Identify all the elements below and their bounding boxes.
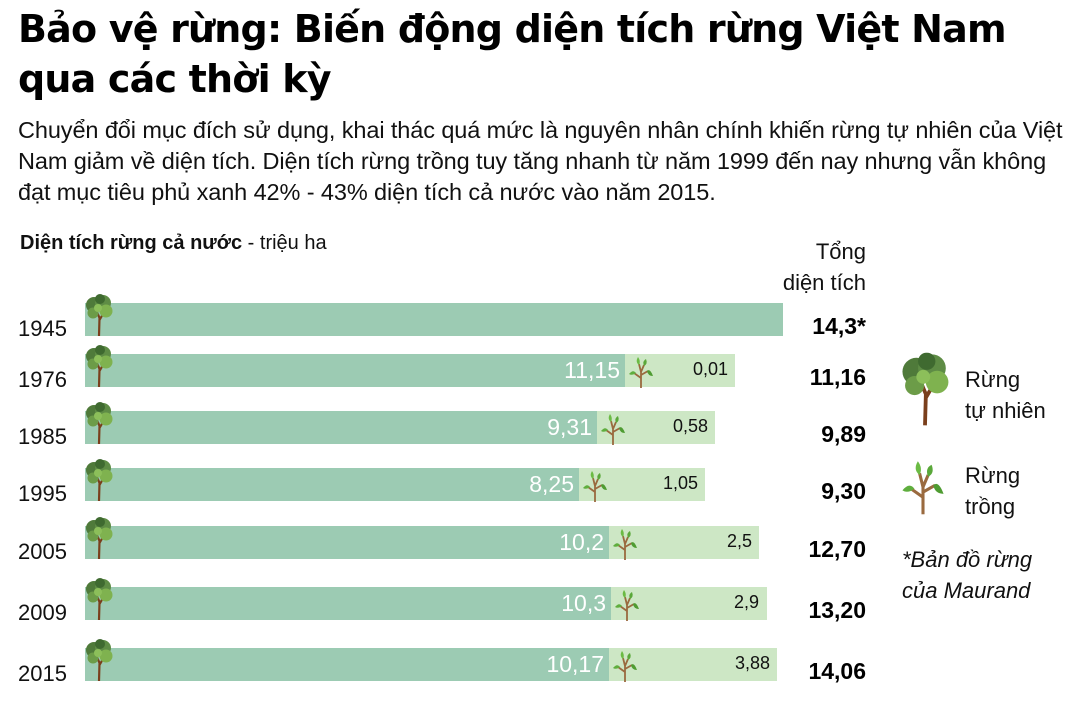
total-value: 11,16: [809, 364, 866, 390]
planted-value: 0,01: [692, 359, 728, 379]
sapling-icon: [899, 458, 947, 516]
natural-tree-icon: [899, 352, 951, 426]
legend-label-planted: Rừng trồng: [965, 463, 1021, 519]
year-label: 1976: [18, 367, 67, 392]
natural-forest-bar: [85, 411, 597, 444]
natural-value: 10,17: [546, 651, 604, 677]
natural-tree-icon: [84, 402, 114, 444]
year-label: 1985: [18, 424, 67, 449]
bar-row-1985: 1985 9,31 0,58 9,89: [0, 411, 880, 451]
page-title: Bảo vệ rừng: Biến động diện tích rừng Vi…: [18, 7, 1007, 101]
year-label: 2009: [18, 600, 67, 625]
total-value: 14,3*: [812, 313, 866, 339]
planted-value: 3,88: [734, 653, 770, 673]
natural-tree-icon: [84, 578, 114, 620]
total-value: 13,20: [808, 597, 866, 623]
planted-forest-bar: [609, 648, 777, 681]
year-label: 1995: [18, 481, 67, 506]
natural-forest-bar: [85, 526, 609, 559]
bar-row-2015: 2015 10,17 3,88 14,06: [0, 648, 880, 688]
natural-value: 8,25: [529, 471, 574, 497]
chart-subtitle-bold: Diện tích rừng cả nước: [20, 232, 243, 254]
planted-value: 2,9: [733, 592, 759, 612]
natural-tree-icon: [84, 459, 114, 501]
year-label: 2015: [18, 661, 67, 686]
natural-value: 10,3: [561, 590, 606, 616]
total-value: 14,06: [808, 658, 866, 684]
planted-value: 1,05: [662, 473, 698, 493]
bar-row-2009: 2009 10,3 2,9 13,20: [0, 587, 880, 627]
sapling-icon: [611, 650, 639, 682]
year-label: 2005: [18, 539, 67, 564]
total-header: Tổng diện tích: [760, 236, 866, 298]
chart-subtitle: Diện tích rừng cả nước - triệu ha: [20, 232, 327, 255]
natural-forest-bar: [85, 648, 609, 681]
total-value: 9,89: [821, 421, 866, 447]
total-header-line2: diện tích: [782, 270, 866, 295]
planted-value: 2,5: [726, 531, 752, 551]
planted-forest-bar: [609, 526, 759, 559]
natural-tree-icon: [84, 345, 114, 387]
sapling-icon: [611, 528, 639, 560]
natural-value: 11,15: [564, 357, 620, 383]
total-header-line1: Tổng: [815, 239, 866, 264]
natural-forest-bar: [85, 354, 625, 387]
legend-label-natural: Rừng tự nhiên: [965, 367, 1046, 423]
chart-subtitle-unit: - triệu ha: [242, 232, 327, 254]
planted-forest-bar: [625, 354, 735, 387]
sapling-icon: [599, 413, 627, 445]
natural-tree-icon: [84, 639, 114, 681]
bar-row-2005: 2005 10,2 2,5 12,70: [0, 526, 880, 566]
sapling-icon: [581, 470, 609, 502]
total-value: 9,30: [821, 478, 866, 504]
natural-forest-bar: [85, 303, 783, 336]
planted-forest-bar: [611, 587, 767, 620]
total-value: 12,70: [808, 536, 866, 562]
natural-tree-icon: [84, 517, 114, 559]
bar-row-1995: 1995 8,25 1,05 9,30: [0, 468, 880, 508]
planted-value: 0,58: [672, 416, 708, 436]
footnote: *Bản đồ rừng của Maurand: [902, 547, 1033, 603]
natural-forest-bar: [85, 587, 611, 620]
natural-forest-bar: [85, 468, 579, 501]
description: Chuyển đổi mục đích sử dụng, khai thác q…: [18, 117, 1063, 205]
year-label: 1945: [18, 316, 67, 341]
natural-tree-icon: [84, 294, 114, 336]
planted-forest-bar: [597, 411, 715, 444]
bar-row-1976: 1976 11,15 0,01 11,16: [0, 354, 880, 394]
natural-value: 10,2: [559, 529, 604, 555]
bar-row-1945: 1945 14,3*: [0, 303, 880, 343]
natural-value: 9,31: [547, 414, 592, 440]
sapling-icon: [613, 589, 641, 621]
